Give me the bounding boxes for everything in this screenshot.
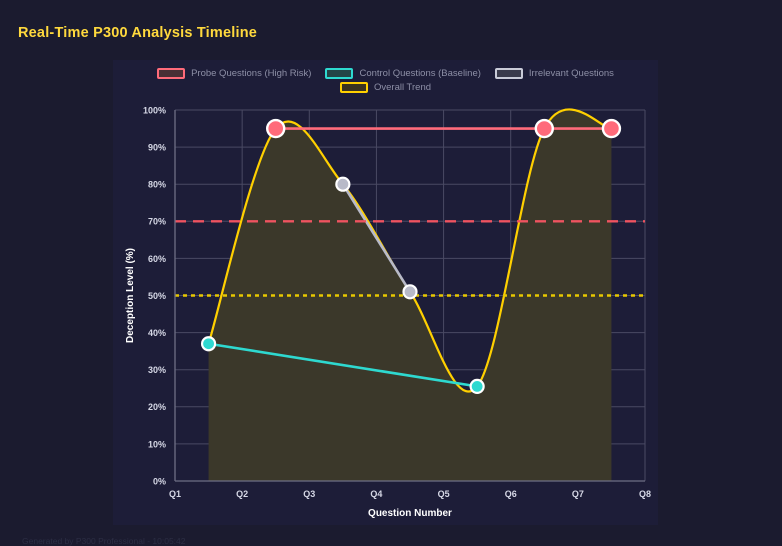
legend-label-irrelevant: Irrelevant Questions [528,68,614,79]
series-line-irrelevant [341,182,412,294]
data-point-probe[interactable] [601,118,622,139]
y-axis-tick-label: 40% [148,328,166,338]
x-axis-tick-label: Q7 [572,489,584,499]
y-axis-tick-label: 80% [148,180,166,190]
chart-panel: Probe Questions (High Risk) Control Ques… [113,60,658,525]
y-axis-tick-label: 90% [148,143,166,153]
series-line-control [207,342,479,388]
x-axis-tick-label: Q3 [303,489,315,499]
data-point-probe[interactable] [266,118,286,139]
plot-area: 0% 10% 20% 30% 40% 50% 60% 70% 80% 90% 100% Q1 Q2 Q3 Q… [113,60,658,525]
data-point-probe[interactable] [534,118,554,139]
y-axis-tick-label: 50% [148,291,166,301]
x-axis-title: Question Number [368,508,452,519]
chart-legend: Probe Questions (High Risk) Control Ques… [113,68,658,93]
page-title: Real-Time P300 Analysis Timeline [18,25,258,41]
legend-row-primary: Probe Questions (High Risk) Control Ques… [113,68,658,79]
x-axis-tick-label: Q4 [370,489,382,499]
legend-swatch-probe [157,68,186,79]
legend-item-irrelevant[interactable]: Irrelevant Questions [494,68,614,79]
x-axis-tick-label: Q2 [236,489,248,499]
y-axis-tick-label: 60% [148,254,166,264]
legend-label-control: Control Questions (Baseline) [359,68,481,79]
legend-row-secondary: Overall Trend [113,82,658,93]
data-point-irrelevant[interactable] [335,176,351,192]
y-axis-tick-label: 70% [148,217,166,227]
y-axis-tick-label: 0% [153,476,166,486]
y-axis-tick-label: 10% [148,439,166,449]
footer-caption: Generated by P300 Professional - 10:05:4… [22,536,186,546]
data-point-control[interactable] [469,378,485,394]
x-axis-tick-label: Q5 [438,489,450,499]
legend-label-trend: Overall Trend [373,82,432,93]
y-axis-tick-label: 30% [148,365,166,375]
legend-item-probe[interactable]: Probe Questions (High Risk) [157,68,311,79]
legend-swatch-control [325,68,354,79]
y-axis-tick-label: 100% [143,105,166,115]
x-axis-tick-label: Q8 [639,489,651,499]
data-point-irrelevant[interactable] [402,284,418,300]
legend-item-trend[interactable]: Overall Trend [339,82,432,93]
y-axis-title: Deception Level (%) [125,248,136,343]
legend-swatch-trend [339,82,368,93]
y-axis-tick-label: 20% [148,402,166,412]
timeline-chart: 0% 10% 20% 30% 40% 50% 60% 70% 80% 90% 100% Q1 Q2 Q3 Q… [125,105,651,519]
data-point-control[interactable] [200,336,217,352]
legend-label-probe: Probe Questions (High Risk) [191,68,312,79]
legend-swatch-irrelevant [494,68,523,79]
x-axis-tick-label: Q1 [169,489,181,499]
legend-item-control[interactable]: Control Questions (Baseline) [325,68,481,79]
x-axis-tick-label: Q6 [505,489,517,499]
